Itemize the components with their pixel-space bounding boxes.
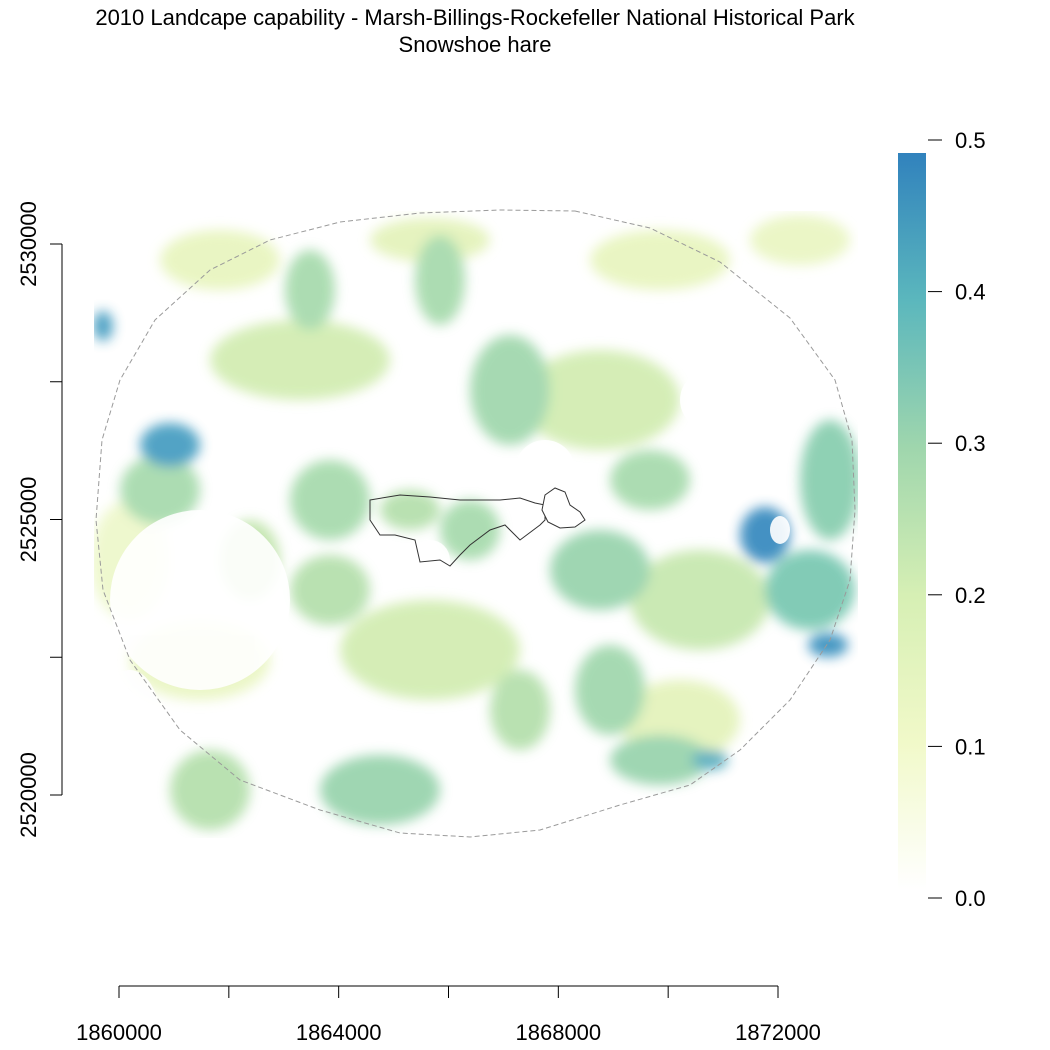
x-tick-label: 1860000	[76, 1020, 162, 1045]
legend-tick-label: 0.4	[955, 280, 986, 305]
legend-ticks: 0.0 0.1 0.2 0.3 0.4 0.5	[928, 128, 986, 911]
map-subtitle: Snowshoe hare	[398, 32, 552, 57]
legend-tick-label: 0.0	[955, 886, 986, 911]
map-title: 2010 Landcape capability - Marsh-Billing…	[95, 5, 855, 30]
park-boundary-east	[541, 487, 586, 529]
x-axis: 1860000 1864000 1868000 1872000	[76, 985, 821, 1045]
legend-tick-label: 0.2	[955, 583, 986, 608]
y-tick-label: 2530000	[16, 201, 41, 287]
study-area-boundary	[95, 209, 856, 838]
legend: 0.0 0.1 0.2 0.3 0.4 0.5	[898, 128, 986, 911]
park-boundary	[369, 494, 546, 567]
legend-tick-label: 0.5	[955, 128, 986, 153]
y-tick-label: 2525000	[16, 477, 41, 563]
x-tick-label: 1872000	[735, 1020, 821, 1045]
y-axis: 2520000 2525000 2530000	[16, 201, 63, 838]
y-tick-label: 2520000	[16, 752, 41, 838]
legend-tick-label: 0.3	[955, 431, 986, 456]
legend-tick-label: 0.1	[955, 734, 986, 759]
capability-raster	[94, 215, 858, 830]
map-title-block: 2010 Landcape capability - Marsh-Billing…	[0, 4, 950, 58]
x-tick-label: 1868000	[516, 1020, 602, 1045]
legend-colorbar	[898, 153, 926, 890]
x-tick-label: 1864000	[296, 1020, 382, 1045]
